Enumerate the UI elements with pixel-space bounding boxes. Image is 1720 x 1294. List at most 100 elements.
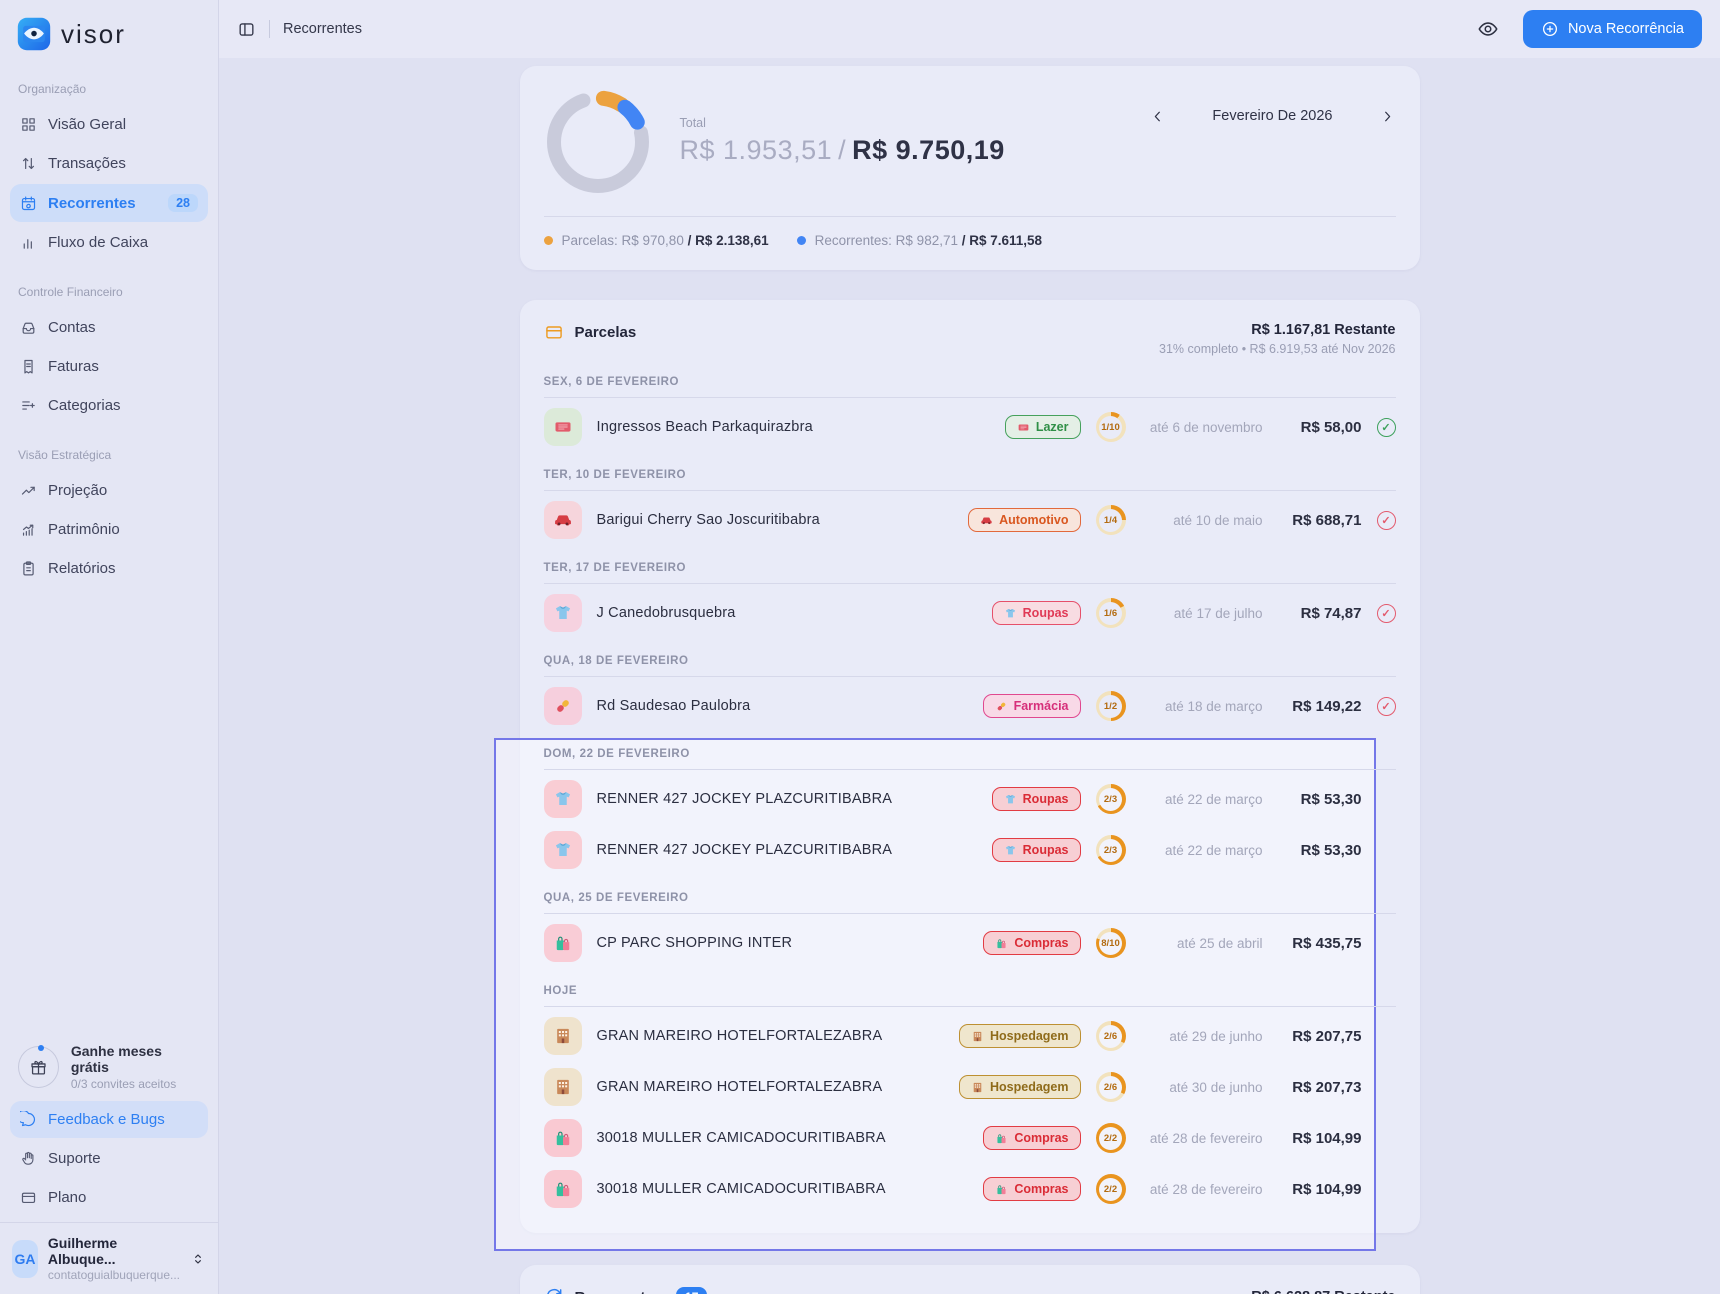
next-month-button[interactable] [1379, 108, 1396, 125]
recorrentes-card: Recorrentes 17 R$ 6.628,87 Restante [519, 1265, 1420, 1294]
tag-label: Compras [1014, 1182, 1069, 1196]
installment-row[interactable]: Barigui Cherry Sao Joscuritibabra Automo… [543, 498, 1396, 542]
installment-row[interactable]: RENNER 427 JOCKEY PLAZCURITIBABRA Roupas… [543, 828, 1396, 872]
status-check-icon[interactable]: ✓ [1376, 696, 1396, 716]
tag-label: Hospedagem [990, 1029, 1069, 1043]
sidebar-item-suporte[interactable]: Suporte [10, 1140, 208, 1177]
sidebar-item-projecao[interactable]: Projeção [10, 472, 208, 509]
recorrentes-count-badge: 17 [676, 1287, 708, 1294]
category-tag-roupas[interactable]: Roupas [991, 787, 1081, 811]
progress-ring: 1/10 [1095, 412, 1126, 442]
sidebar-item-plano[interactable]: Plano [10, 1179, 208, 1216]
new-recurrence-button[interactable]: Nova Recorrência [1522, 10, 1702, 48]
group-date-header: TER, 10 DE FEVEREIRO [543, 469, 1396, 491]
sidebar-item-fluxo-de-caixa[interactable]: Fluxo de Caixa [10, 224, 208, 261]
gift-glyph-icon [29, 1058, 48, 1077]
category-icon-box [543, 408, 582, 446]
sidebar-item-label: Relatórios [48, 560, 116, 577]
legend-dot-icon [796, 236, 806, 245]
sidebar-item-label: Transações [48, 155, 126, 172]
installment-name: Rd Saudesao Paulobra [596, 698, 751, 714]
section-label: Organização [18, 82, 87, 96]
installment-name: J Canedobrusquebra [596, 605, 736, 621]
legend-dot-icon [543, 236, 553, 245]
ticket-icon [1017, 421, 1030, 434]
sidebar-item-transacoes[interactable]: Transações [10, 145, 208, 182]
category-tag-roupas[interactable]: Roupas [991, 838, 1081, 862]
parcelas-groups: SEX, 6 DE FEVEREIRO Ingressos Beach Park… [543, 376, 1396, 728]
category-icon-box [543, 924, 582, 962]
hotel-icon [553, 1077, 573, 1097]
ticket-icon [553, 417, 573, 437]
due-date: até 30 de junho [1169, 1079, 1263, 1095]
user-menu[interactable]: GA Guilherme Albuque... contatoguialbuqu… [0, 1222, 218, 1294]
category-tag-hospedagem[interactable]: Hospedagem [959, 1075, 1081, 1099]
tshirt-icon [553, 789, 573, 809]
due-date: até 17 de julho [1173, 605, 1263, 621]
bags-icon [553, 1128, 573, 1148]
prev-month-button[interactable] [1149, 108, 1166, 125]
highlighted-zone: DOM, 22 DE FEVEREIRO RENNER 427 JOCKEY P… [493, 738, 1396, 1251]
grid-icon [20, 116, 37, 133]
tshirt-icon [1004, 793, 1017, 806]
installment-row[interactable]: 30018 MULLER CAMICADOCURITIBABRA Compras… [543, 1116, 1396, 1160]
sidebar-item-patrimonio[interactable]: Patrimônio [10, 511, 208, 548]
status-check-icon[interactable]: ✓ [1376, 510, 1396, 530]
updown-icon [20, 155, 37, 172]
receipt-icon [20, 358, 37, 375]
installment-row[interactable]: J Canedobrusquebra Roupas 1/6 até 17 de … [543, 591, 1396, 635]
tshirt-icon [553, 603, 573, 623]
user-email: contatoguialbuquerque... [47, 1268, 180, 1282]
group-date-header: HOJE [543, 985, 1396, 1007]
amount: R$ 688,71 [1292, 511, 1362, 529]
amount: R$ 104,99 [1292, 1180, 1362, 1198]
progress-ring: 2/3 [1095, 784, 1126, 814]
installment-row[interactable]: Ingressos Beach Parkaquirazbra Lazer 1/1… [543, 405, 1396, 449]
category-tag-compras[interactable]: Compras [983, 1126, 1081, 1150]
sidebar-bottom: Ganhe meses grátis 0/3 convites aceitos … [0, 1035, 218, 1222]
plus-circle-icon [1541, 20, 1559, 38]
installment-row[interactable]: CP PARC SHOPPING INTER Compras 8/10 até … [543, 921, 1396, 965]
sidebar-item-contas[interactable]: Contas [10, 309, 208, 346]
sidebar-item-label: Categorias [48, 397, 121, 414]
category-tag-compras[interactable]: Compras [983, 1177, 1081, 1201]
category-tag-automotivo[interactable]: Automotivo [968, 508, 1081, 532]
sidebar-toggle-icon[interactable] [237, 20, 256, 39]
progress-ring: 2/6 [1095, 1072, 1126, 1102]
inbox-icon [20, 319, 37, 336]
sidebar-item-categorias[interactable]: Categorias [10, 387, 208, 424]
category-tag-farmacia[interactable]: Farmácia [982, 694, 1081, 718]
privacy-eye-button[interactable] [1477, 18, 1499, 40]
due-date: até 22 de março [1164, 842, 1263, 858]
sidebar-item-faturas[interactable]: Faturas [10, 348, 208, 385]
sidebar-item-label: Feedback e Bugs [48, 1111, 165, 1128]
installment-row[interactable]: RENNER 427 JOCKEY PLAZCURITIBABRA Roupas… [543, 777, 1396, 821]
month-label: Fevereiro De 2026 [1212, 108, 1333, 124]
tag-label: Roupas [1022, 792, 1069, 806]
category-tag-roupas[interactable]: Roupas [991, 601, 1081, 625]
status-check-icon[interactable]: ✓ [1376, 603, 1396, 623]
chart-up-icon [20, 521, 37, 538]
referral-banner[interactable]: Ganhe meses grátis 0/3 convites aceitos [10, 1035, 208, 1099]
group-date-header: TER, 17 DE FEVEREIRO [543, 562, 1396, 584]
sidebar-item-relatorios[interactable]: Relatórios [10, 550, 208, 587]
category-tag-compras[interactable]: Compras [983, 931, 1081, 955]
status-check-icon[interactable]: ✓ [1376, 417, 1396, 437]
topbar-divider [269, 20, 270, 38]
sidebar-item-label: Suporte [48, 1150, 101, 1167]
progress-ring: 1/4 [1095, 505, 1126, 535]
main-area: Recorrentes Nova Recorrência [219, 0, 1720, 1294]
installment-row[interactable]: 30018 MULLER CAMICADOCURITIBABRA Compras… [543, 1167, 1396, 1211]
installment-row[interactable]: GRAN MAREIRO HOTELFORTALEZABRA Hospedage… [543, 1014, 1396, 1058]
category-tag-hospedagem[interactable]: Hospedagem [959, 1024, 1081, 1048]
category-tag-lazer[interactable]: Lazer [1004, 415, 1081, 439]
installment-row[interactable]: Rd Saudesao Paulobra Farmácia 1/2 até 18… [543, 684, 1396, 728]
installment-row[interactable]: GRAN MAREIRO HOTELFORTALEZABRA Hospedage… [543, 1065, 1396, 1109]
category-icon-box [543, 1170, 582, 1208]
sidebar-item-visao-geral[interactable]: Visão Geral [10, 106, 208, 143]
sidebar-item-recorrentes[interactable]: Recorrentes 28 [10, 184, 208, 222]
category-icon-box [543, 594, 582, 632]
progress-fraction: 1/4 [1099, 508, 1122, 532]
due-date: até 25 de abril [1176, 935, 1263, 951]
sidebar-item-feedback-e-bugs[interactable]: Feedback e Bugs [10, 1101, 208, 1138]
